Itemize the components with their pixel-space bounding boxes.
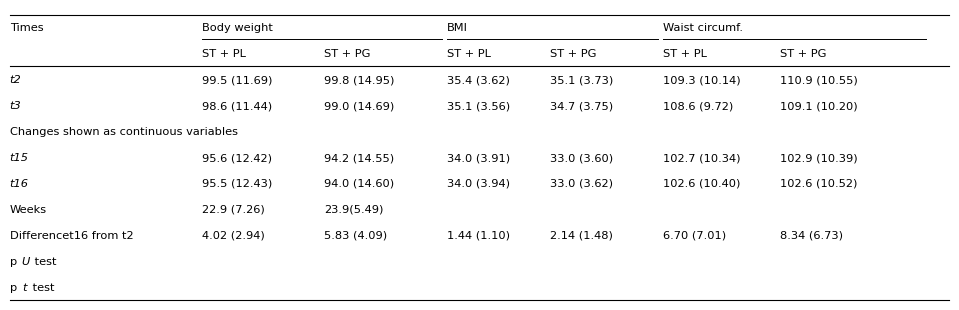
Text: 1.44 (1.10): 1.44 (1.10) — [447, 231, 509, 241]
Text: 102.7 (10.34): 102.7 (10.34) — [663, 153, 740, 163]
Text: 34.0 (3.91): 34.0 (3.91) — [447, 153, 510, 163]
Text: ST + PL: ST + PL — [663, 49, 707, 59]
Text: 99.8 (14.95): 99.8 (14.95) — [324, 75, 395, 85]
Text: 109.1 (10.20): 109.1 (10.20) — [781, 101, 858, 111]
Text: 5.83 (4.09): 5.83 (4.09) — [324, 231, 387, 241]
Text: 99.0 (14.69): 99.0 (14.69) — [324, 101, 395, 111]
Text: t3: t3 — [10, 101, 21, 111]
Text: 98.6 (11.44): 98.6 (11.44) — [202, 101, 272, 111]
Text: test: test — [32, 257, 57, 267]
Text: 35.1 (3.73): 35.1 (3.73) — [550, 75, 613, 85]
Text: Differencet16 from t2: Differencet16 from t2 — [10, 231, 133, 241]
Text: 102.6 (10.40): 102.6 (10.40) — [663, 179, 740, 189]
Text: 8.34 (6.73): 8.34 (6.73) — [781, 231, 843, 241]
Text: t16: t16 — [10, 179, 29, 189]
Text: 94.0 (14.60): 94.0 (14.60) — [324, 179, 394, 189]
Text: p: p — [10, 283, 20, 293]
Text: test: test — [30, 283, 55, 293]
Text: 33.0 (3.60): 33.0 (3.60) — [550, 153, 613, 163]
Text: Changes shown as continuous variables: Changes shown as continuous variables — [10, 127, 238, 137]
Text: Waist circumf.: Waist circumf. — [663, 23, 743, 33]
Text: 109.3 (10.14): 109.3 (10.14) — [663, 75, 740, 85]
Text: ST + PL: ST + PL — [447, 49, 490, 59]
Text: Body weight: Body weight — [202, 23, 273, 33]
Text: 102.9 (10.39): 102.9 (10.39) — [781, 153, 858, 163]
Text: 35.1 (3.56): 35.1 (3.56) — [447, 101, 510, 111]
Text: ST + PG: ST + PG — [550, 49, 596, 59]
Text: 108.6 (9.72): 108.6 (9.72) — [663, 101, 733, 111]
Text: 94.2 (14.55): 94.2 (14.55) — [324, 153, 394, 163]
Text: 95.6 (12.42): 95.6 (12.42) — [202, 153, 272, 163]
Text: U: U — [22, 257, 30, 267]
Text: t15: t15 — [10, 153, 29, 163]
Text: 110.9 (10.55): 110.9 (10.55) — [781, 75, 858, 85]
Text: Weeks: Weeks — [10, 205, 47, 215]
Text: 22.9 (7.26): 22.9 (7.26) — [202, 205, 265, 215]
Text: 4.02 (2.94): 4.02 (2.94) — [202, 231, 265, 241]
Text: p: p — [10, 257, 20, 267]
Text: Times: Times — [10, 23, 43, 33]
Text: 6.70 (7.01): 6.70 (7.01) — [663, 231, 726, 241]
Text: ST + PL: ST + PL — [202, 49, 246, 59]
Text: 2.14 (1.48): 2.14 (1.48) — [550, 231, 613, 241]
Text: 23.9(5.49): 23.9(5.49) — [324, 205, 384, 215]
Text: 102.6 (10.52): 102.6 (10.52) — [781, 179, 857, 189]
Text: 33.0 (3.62): 33.0 (3.62) — [550, 179, 613, 189]
Text: t: t — [22, 283, 26, 293]
Text: 95.5 (12.43): 95.5 (12.43) — [202, 179, 272, 189]
Text: t2: t2 — [10, 75, 21, 85]
Text: 99.5 (11.69): 99.5 (11.69) — [202, 75, 272, 85]
Text: 35.4 (3.62): 35.4 (3.62) — [447, 75, 509, 85]
Text: 34.0 (3.94): 34.0 (3.94) — [447, 179, 509, 189]
Text: BMI: BMI — [447, 23, 468, 33]
Text: ST + PG: ST + PG — [324, 49, 371, 59]
Text: 34.7 (3.75): 34.7 (3.75) — [550, 101, 613, 111]
Text: ST + PG: ST + PG — [781, 49, 827, 59]
